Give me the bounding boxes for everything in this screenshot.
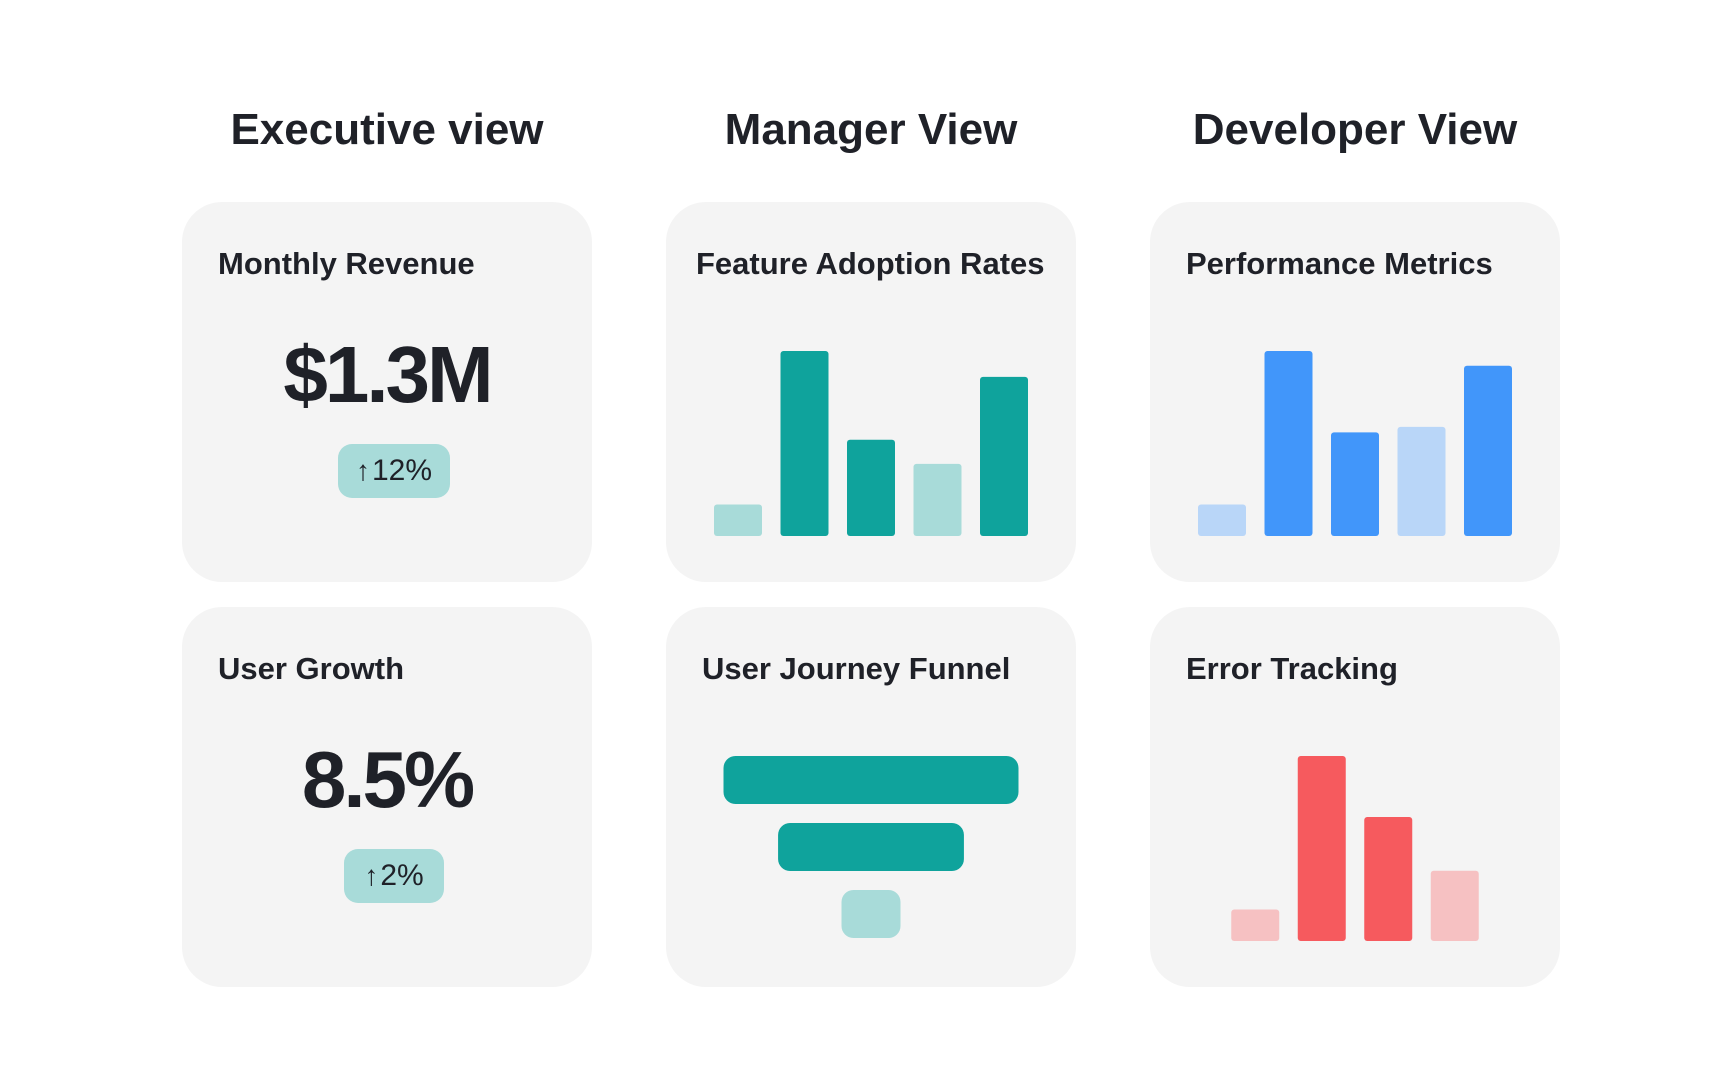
executive-view-title: Executive view — [230, 105, 544, 154]
feature-adoption-chart — [714, 351, 1028, 536]
manager-view-title: Manager View — [724, 105, 1018, 154]
performance-metrics-bar-2 — [1264, 351, 1313, 536]
developer-view-title: Developer View — [1192, 105, 1518, 154]
user-growth-change: 2% — [380, 859, 424, 892]
performance-metrics-chart — [1198, 351, 1512, 536]
error-tracking-bar-2 — [1297, 756, 1346, 941]
user-growth-change-badge: ↑ 2% — [344, 849, 444, 903]
feature-adoption-card[interactable]: Feature Adoption Rates — [666, 202, 1076, 582]
feature-adoption-bar-5 — [980, 376, 1028, 536]
error-tracking-bar-3 — [1364, 817, 1413, 941]
error-tracking-title: Error Tracking — [1186, 651, 1398, 686]
error-tracking-bar-4 — [1430, 870, 1479, 941]
performance-metrics-bar-3 — [1331, 432, 1379, 536]
feature-adoption-bar-2 — [780, 351, 829, 536]
user-growth-title: User Growth — [218, 651, 405, 686]
arrow-up-icon: ↑ — [364, 860, 379, 891]
performance-metrics-bar-4 — [1397, 426, 1446, 536]
performance-metrics-bar-1 — [1198, 504, 1246, 536]
monthly-revenue-title: Monthly Revenue — [218, 246, 475, 281]
error-tracking-chart — [1231, 756, 1479, 941]
feature-adoption-bar-4 — [913, 463, 962, 536]
monthly-revenue-value: $1.3M — [283, 330, 493, 419]
user-journey-funnel-chart — [723, 756, 1019, 938]
user-growth-value: 8.5% — [301, 735, 475, 824]
user-growth-card[interactable]: User Growth 8.5% ↑ 2% — [182, 607, 592, 987]
user-journey-title: User Journey Funnel — [702, 651, 1011, 686]
user-journey-card[interactable]: User Journey Funnel — [666, 607, 1076, 987]
performance-metrics-title: Performance Metrics — [1186, 246, 1493, 281]
error-tracking-bar-1 — [1231, 909, 1280, 941]
user-journey-funnel-stage-1 — [723, 756, 1019, 804]
feature-adoption-title: Feature Adoption Rates — [696, 246, 1045, 281]
feature-adoption-bar-1 — [714, 504, 762, 536]
user-journey-funnel-stage-2 — [778, 823, 964, 871]
monthly-revenue-card[interactable]: Monthly Revenue $1.3M ↑ 12% — [182, 202, 592, 582]
feature-adoption-bar-3 — [847, 439, 895, 536]
performance-metrics-bar-5 — [1464, 365, 1512, 536]
arrow-up-icon: ↑ — [355, 455, 370, 486]
performance-metrics-card[interactable]: Performance Metrics — [1150, 202, 1560, 582]
error-tracking-card[interactable]: Error Tracking — [1150, 607, 1560, 987]
user-journey-funnel-stage-3 — [841, 890, 901, 938]
monthly-revenue-change: 12% — [371, 454, 433, 487]
monthly-revenue-change-badge: ↑ 12% — [338, 444, 450, 498]
